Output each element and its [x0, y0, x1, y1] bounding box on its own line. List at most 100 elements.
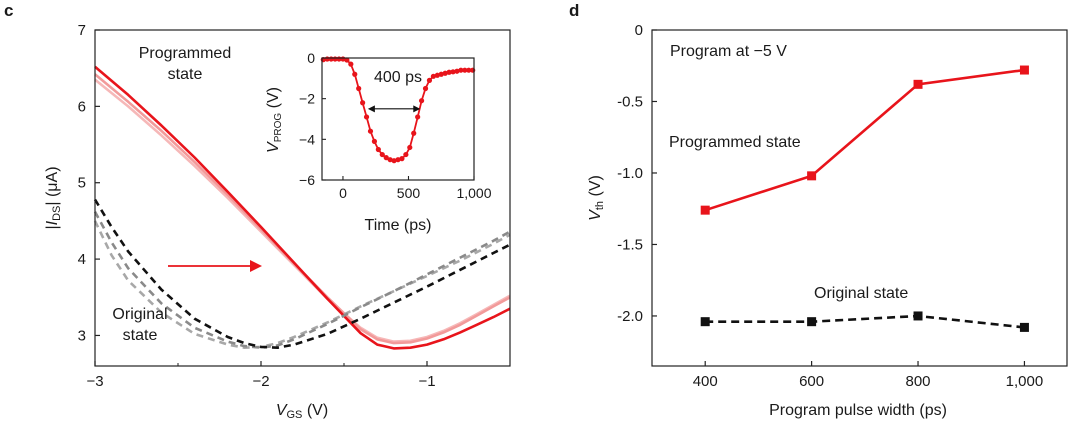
panel-d-series-0-marker-2	[913, 79, 923, 89]
panel-c-ytick-label-4: 7	[78, 22, 86, 39]
programmed-label-line1: Programmed	[139, 45, 231, 62]
panel-c-xlabel: VGS (V)	[276, 402, 328, 421]
inset-axes: 0 500 1,000 0 −2 −4 −6	[299, 50, 492, 201]
inset-point-13	[371, 138, 378, 144]
inset-point-26	[422, 85, 429, 92]
panel-d-ytick-label-0: 0	[635, 22, 643, 39]
pulse-arrow-head-left	[367, 105, 375, 113]
inset-xtick-label-1: 500	[397, 185, 421, 201]
panel-d-series-0-marker-0	[700, 205, 710, 215]
panel-d-ytick-label-4: -2.0	[617, 308, 643, 325]
inset-point-15	[379, 151, 385, 158]
panel-d: d 400 600 800 1,000 0 -0.5 -1.0 -1.5 -2.0 Progra…	[569, 1, 1068, 419]
original-label-line2: state	[123, 327, 158, 344]
inset-point-18	[391, 158, 397, 164]
panel-d-series-0-marker-1	[807, 171, 817, 181]
inset-point-21	[403, 151, 409, 158]
panel-d-xlabel: Program pulse width (ps)	[769, 402, 947, 419]
inset-point-29	[434, 72, 440, 78]
panel-c-series-2	[94, 65, 511, 350]
panel-d-series-1-line	[705, 314, 1025, 329]
panel-c-label: c	[4, 1, 13, 20]
inset-point-24	[415, 114, 421, 120]
panel-c-series-0	[94, 78, 511, 343]
panel-c-series-4	[93, 211, 511, 350]
panel-d-xtick-label-2: 800	[906, 373, 931, 390]
panel-d-series-1-marker-1	[807, 317, 817, 327]
panel-c-series-3	[93, 220, 511, 350]
inset-point-36	[462, 67, 468, 73]
inset-point-37	[466, 67, 472, 73]
programmed-state-label: Programmed state	[669, 134, 801, 151]
inset-point-8	[352, 71, 358, 77]
inset-point-12	[367, 128, 374, 134]
inset-point-19	[395, 157, 401, 163]
inset-ytick-label-3: −6	[299, 172, 315, 188]
panel-c-frame	[94, 29, 511, 367]
panel-d-ytick-label-3: -1.5	[617, 236, 643, 253]
inset-point-10	[360, 100, 366, 106]
inset-xlabel: Time (ps)	[365, 217, 432, 234]
panel-c-ytick-label-2: 5	[78, 175, 86, 192]
panel-d-series-0-line	[704, 68, 1025, 212]
inset-point-6	[344, 57, 350, 63]
program-voltage-annotation: Program at −5 V	[670, 43, 787, 60]
panel-d-ytick-label-1: -0.5	[617, 93, 643, 110]
inset-frame	[321, 57, 475, 181]
inset-point-32	[446, 69, 452, 75]
panel-d-xtick-label-3: 1,000	[1006, 373, 1044, 390]
panel-d-label: d	[569, 1, 579, 20]
panel-c-xtick-label-1: −2	[252, 373, 269, 390]
inset-point-11	[363, 114, 370, 120]
panel-c-series-5	[93, 198, 511, 350]
inset-curve	[320, 56, 476, 164]
panel-d-frame	[651, 29, 1068, 367]
inset-point-31	[442, 70, 448, 76]
inset-point-14	[375, 146, 381, 153]
panel-d-series-0-marker-3	[1019, 65, 1029, 75]
panel-d-series	[700, 65, 1029, 332]
panel-d-axes: 400 600 800 1,000 0 -0.5 -1.0 -1.5 -2.0	[617, 22, 1043, 390]
inset-point-35	[458, 67, 464, 73]
inset-point-25	[418, 98, 425, 104]
programmed-label-line2: state	[168, 66, 203, 83]
panel-d-series-1-marker-2	[913, 311, 923, 321]
panel-c-ytick-label-0: 3	[78, 327, 86, 344]
inset-point-16	[383, 155, 389, 161]
panel-c-ytick-label-3: 6	[78, 98, 86, 115]
panel-d-series-1-marker-3	[1019, 322, 1029, 332]
panel-d-ylabel: Vth (V)	[587, 175, 606, 221]
inset-chart: 0 500 1,000 0 −2 −4 −6 400 ps Time (ps) VPROG …	[265, 50, 492, 234]
inset-xtick-label-0: 0	[339, 185, 347, 201]
panel-c-xtick-label-0: −3	[86, 373, 103, 390]
inset-ytick-label-0: 0	[307, 50, 315, 66]
inset-point-34	[454, 68, 460, 74]
inset-point-28	[430, 73, 436, 79]
inset-point-27	[426, 77, 433, 83]
inset-ylabel: VPROG (V)	[265, 87, 284, 153]
panel-c-ytick-label-1: 4	[78, 251, 86, 268]
panel-c-series-1	[94, 73, 511, 345]
inset-ytick-label-2: −4	[299, 131, 315, 147]
panel-d-ytick-label-2: -1.0	[617, 165, 643, 182]
panel-d-xtick-label-1: 600	[799, 373, 824, 390]
inset-point-20	[399, 156, 405, 162]
panel-c-axes: −3 −2 −1 3 4 5 6 7	[78, 22, 436, 390]
inset-point-22	[407, 144, 413, 151]
inset-point-23	[411, 130, 417, 136]
original-label-line1: Original	[112, 306, 167, 323]
original-state-label: Original state	[814, 285, 908, 302]
inset-point-9	[356, 85, 362, 92]
panel-d-series-1-marker-0	[700, 317, 710, 327]
panel-c-ylabel: |IDS| (μA)	[44, 166, 63, 229]
pulse-arrow-head-right	[413, 105, 421, 113]
inset-xtick-label-2: 1,000	[456, 185, 491, 201]
inset-point-30	[438, 71, 444, 77]
panel-d-xtick-label-0: 400	[693, 373, 718, 390]
panel-c-xtick-label-2: −1	[418, 373, 435, 390]
inset-point-33	[450, 69, 456, 75]
inset-point-7	[348, 61, 354, 67]
inset-point-17	[387, 157, 393, 163]
